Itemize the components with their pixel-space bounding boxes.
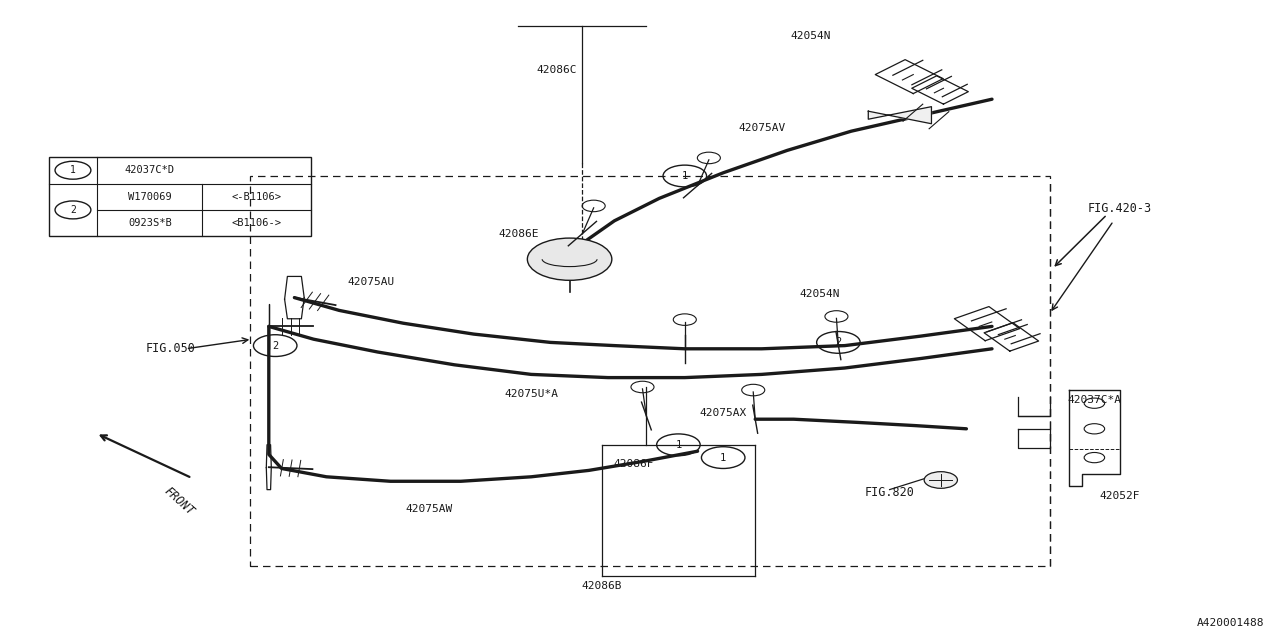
Bar (250, 176, 1050, 566)
Text: FIG.420-3: FIG.420-3 (1088, 202, 1152, 214)
Text: 42052F: 42052F (1100, 491, 1140, 501)
Text: 1: 1 (70, 165, 76, 175)
Text: A420001488: A420001488 (1197, 618, 1265, 628)
Text: 42037C*D: 42037C*D (124, 165, 175, 175)
Text: 42075AW: 42075AW (406, 504, 452, 514)
Text: 42086E: 42086E (498, 228, 539, 239)
Text: 2: 2 (836, 337, 841, 348)
Text: FIG.050: FIG.050 (146, 342, 195, 355)
Text: <B1106->: <B1106-> (232, 218, 282, 228)
Text: <-B1106>: <-B1106> (232, 192, 282, 202)
Text: 42075U*A: 42075U*A (504, 388, 558, 399)
Polygon shape (868, 107, 932, 124)
Text: FRONT: FRONT (161, 484, 197, 518)
Text: W170069: W170069 (128, 192, 172, 202)
Circle shape (924, 472, 957, 488)
Text: 42086C: 42086C (536, 65, 577, 76)
Bar (49, 157, 311, 236)
Text: 2: 2 (70, 205, 76, 215)
Text: 42075AU: 42075AU (348, 276, 394, 287)
Text: 42075AV: 42075AV (739, 123, 785, 133)
Circle shape (527, 238, 612, 280)
Text: 1: 1 (721, 452, 726, 463)
Text: 2: 2 (273, 340, 278, 351)
Text: 42086F: 42086F (613, 459, 654, 469)
Text: FIG.820: FIG.820 (865, 486, 914, 499)
Text: 42054N: 42054N (799, 289, 840, 300)
Text: 42054N: 42054N (790, 31, 831, 42)
Text: 0923S*B: 0923S*B (128, 218, 172, 228)
Text: 42075AX: 42075AX (700, 408, 746, 418)
Text: 42086B: 42086B (581, 580, 622, 591)
Text: 1: 1 (682, 171, 687, 181)
Text: 42037C*A: 42037C*A (1068, 395, 1121, 405)
Text: 1: 1 (676, 440, 681, 450)
